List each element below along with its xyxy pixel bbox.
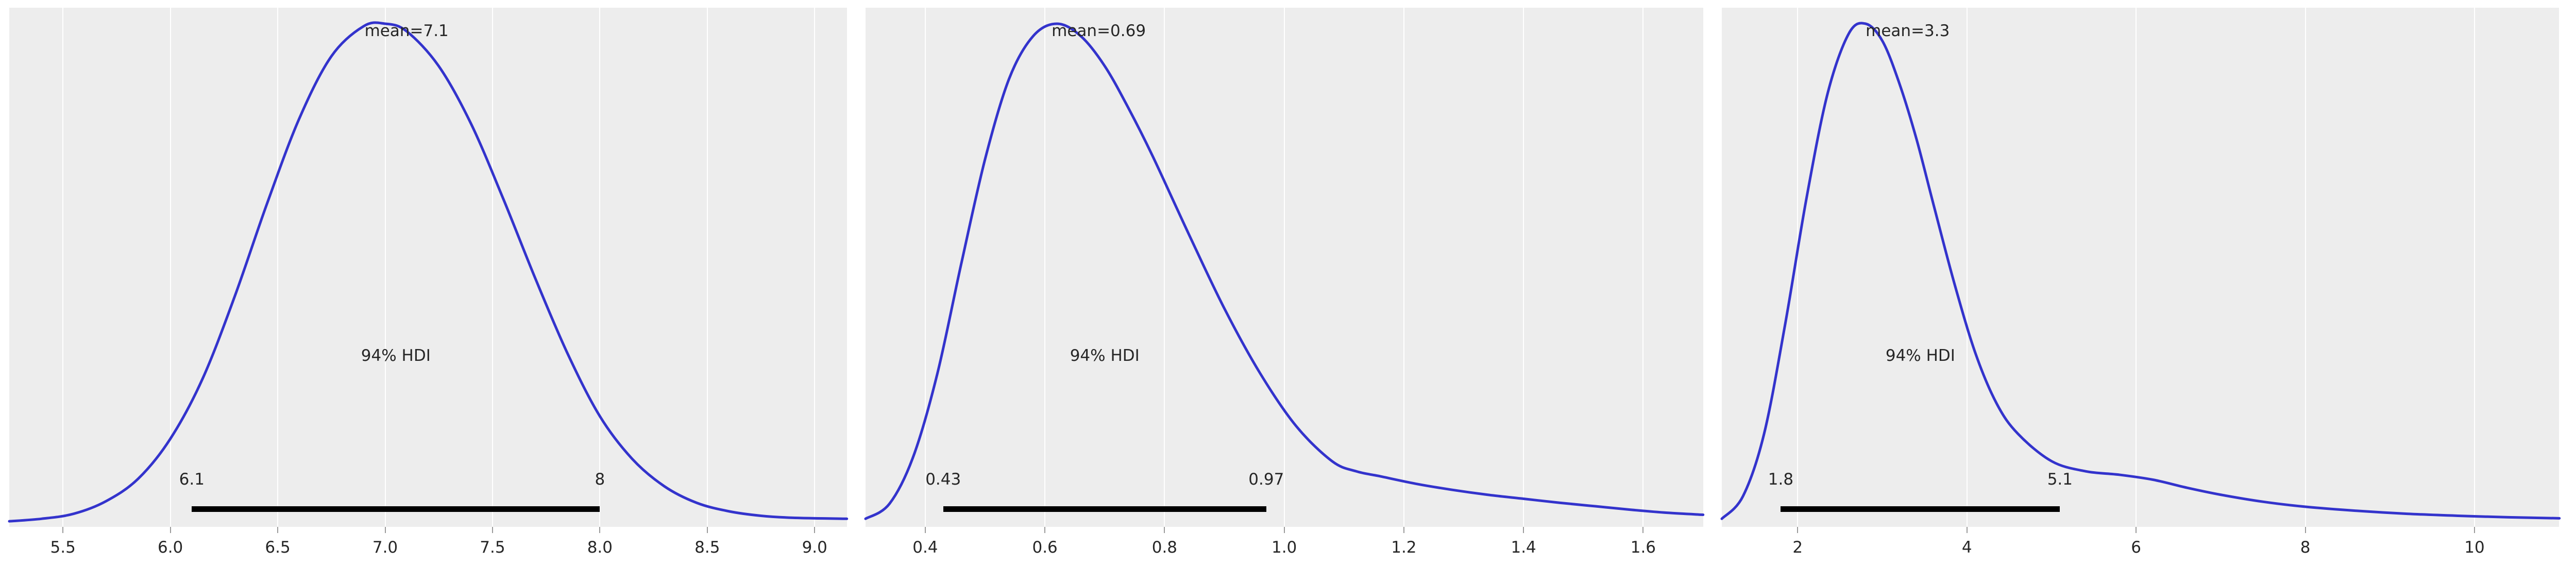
x-tick-label: 8.0 [587,538,613,557]
density-curve [1720,22,2561,520]
gridline [814,8,816,527]
hdi-low-label: 1.8 [1768,470,1794,489]
gridline [1966,8,1968,527]
x-tick-label: 1.2 [1391,538,1417,557]
x-tick-label: 2 [1792,538,1803,557]
gridline [492,8,493,527]
hdi-low-label: 6.1 [179,470,205,489]
plot-clip [1722,8,2560,527]
x-tick-mark [1403,527,1404,533]
x-tick-label: 6.0 [157,538,183,557]
hdi-high-label: 5.1 [2047,470,2073,489]
density-curve-svg [2568,0,2576,581]
hdi-label: 94% HDI [361,346,431,365]
x-tick-mark [492,527,493,533]
mean-annotation: mean=7.1 [364,22,449,40]
gridline [1164,8,1165,527]
x-tick-mark [62,527,64,533]
density-curve [864,22,1704,520]
x-tick-label: 6.5 [265,538,291,557]
gridline [2474,8,2476,527]
gridline [1797,8,1799,527]
x-tick-mark [1164,527,1165,533]
gridline [924,8,926,527]
x-tick-label: 0.4 [912,538,938,557]
x-tick-label: 5.5 [50,538,76,557]
hdi-interval-bar [1781,506,2060,512]
x-tick-mark [2304,527,2306,533]
x-tick-mark [924,527,926,533]
hdi-high-label: 8 [595,470,605,489]
x-tick-label: 7.0 [372,538,398,557]
gridline [1403,8,1404,527]
gridline [706,8,708,527]
hdi-high-label: 0.97 [1248,470,1284,489]
x-tick-mark [2474,527,2476,533]
x-tick-mark [384,527,386,533]
x-tick-mark [814,527,816,533]
x-tick-label: 10 [2464,538,2485,557]
x-tick-mark [1797,527,1799,533]
plot-clip [866,8,1703,527]
x-tick-label: 0.6 [1032,538,1058,557]
hdi-label: 94% HDI [1885,346,1955,365]
gridline [277,8,279,527]
gridline [1044,8,1046,527]
plot-area [865,8,1703,527]
hdi-interval-bar [192,506,600,512]
x-tick-label: 0.8 [1151,538,1178,557]
x-tick-mark [170,527,171,533]
x-tick-label: 1.0 [1271,538,1297,557]
x-tick-mark [599,527,601,533]
x-tick-label: 4 [1961,538,1972,557]
gridline [2136,8,2137,527]
x-tick-mark [1523,527,1524,533]
gridline [2304,8,2306,527]
density-curve-svg [864,22,1704,520]
x-tick-label: 8 [2300,538,2311,557]
x-tick-mark [706,527,708,533]
gridline [62,8,64,527]
hdi-label: 94% HDI [1070,346,1140,365]
panel-alpha: alphamean=7.194% HDI6.185.56.06.57.07.58… [0,0,856,581]
x-tick-mark [1966,527,1968,533]
plot-area [1721,8,2560,527]
gridline [1523,8,1524,527]
density-curve-svg [8,21,849,523]
gridline [1283,8,1285,527]
plot-area [9,8,847,527]
density-curve-svg [1720,22,2561,520]
x-tick-mark [1642,527,1644,533]
x-tick-mark [1283,527,1285,533]
gridline [384,8,386,527]
mean-annotation: mean=0.69 [1052,22,1146,40]
hdi-interval-bar [943,506,1266,512]
density-curve [8,21,849,523]
x-tick-label: 1.4 [1511,538,1536,557]
x-tick-label: 7.5 [480,538,505,557]
x-tick-label: 8.5 [694,538,720,557]
hdi-low-label: 0.43 [925,470,961,489]
gridline [170,8,171,527]
x-tick-label: 1.6 [1630,538,1656,557]
x-tick-label: 6 [2131,538,2142,557]
mean-annotation: mean=3.3 [1866,22,1950,40]
plot-clip [9,8,847,527]
x-tick-label: 9.0 [802,538,827,557]
x-tick-mark [1044,527,1046,533]
gridline [1642,8,1644,527]
gridline [599,8,601,527]
x-tick-mark [277,527,279,533]
panel-r: rmean=0.2894% HDI0.250.30.240.260.280.30… [2568,0,2576,581]
x-tick-mark [2136,527,2137,533]
